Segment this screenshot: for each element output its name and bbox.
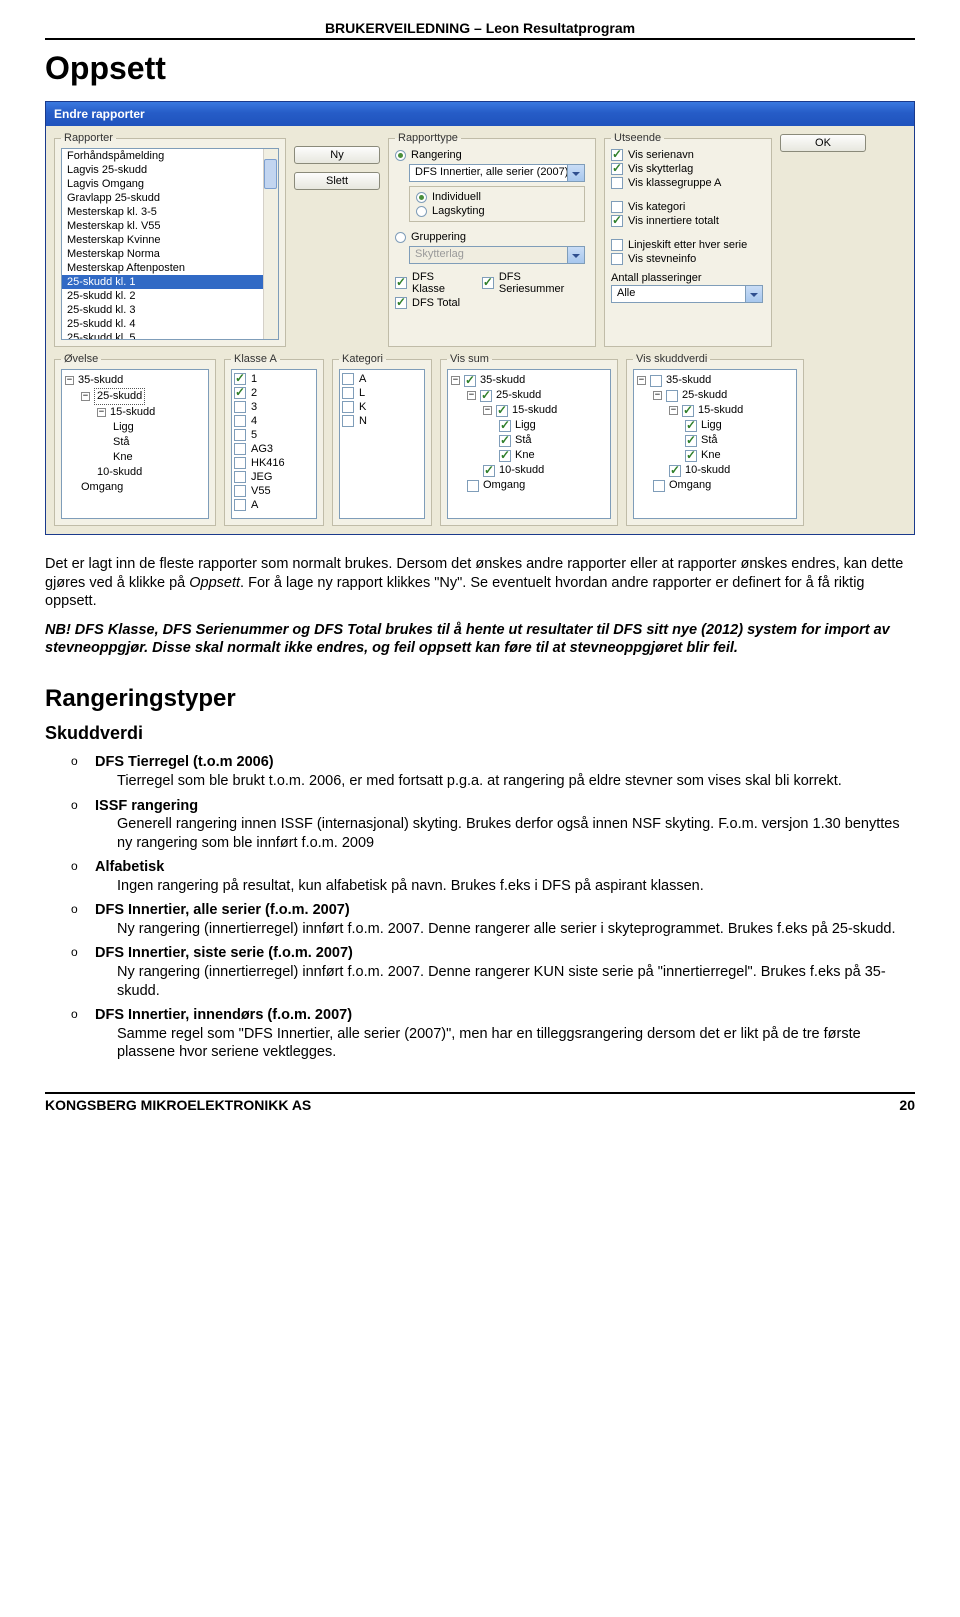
rapporter-item[interactable]: 25-skudd kl. 4 bbox=[62, 317, 278, 331]
group-klasse-a: Klasse A 12345AG3HK416JEGV55A bbox=[224, 353, 324, 526]
cb-skytterlag[interactable]: Vis skytterlag bbox=[611, 162, 765, 176]
rapporter-listbox[interactable]: ForhåndspåmeldingLagvis 25-skuddLagvis O… bbox=[61, 148, 279, 340]
legend-vis-sum: Vis sum bbox=[447, 353, 492, 365]
rapporter-item[interactable]: Mesterskap kl. 3-5 bbox=[62, 205, 278, 219]
klasse-a-list[interactable]: 12345AG3HK416JEGV55A bbox=[231, 369, 317, 519]
doc-header: BRUKERVEILEDNING – Leon Resultatprogram bbox=[45, 20, 915, 40]
group-ovelse: Øvelse −35-skudd −25-skudd −15-skudd Lig… bbox=[54, 353, 216, 526]
list-item: DFS Innertier, alle serier (f.o.m. 2007)… bbox=[45, 901, 915, 938]
footer-page: 20 bbox=[899, 1097, 915, 1113]
cb-kategori[interactable]: Vis kategori bbox=[611, 200, 765, 214]
scrollbar[interactable] bbox=[263, 149, 278, 339]
rapporter-item[interactable]: Mesterskap Norma bbox=[62, 247, 278, 261]
group-rapporttype: Rapporttype Rangering DFS Innertier, all… bbox=[388, 132, 596, 347]
rapporter-item[interactable]: Lagvis 25-skudd bbox=[62, 163, 278, 177]
radio-lagskyting[interactable]: Lagskyting bbox=[416, 204, 578, 218]
cb-stevneinfo[interactable]: Vis stevneinfo bbox=[611, 252, 765, 266]
rangering-subgroup: Individuell Lagskyting bbox=[409, 186, 585, 222]
list-item: DFS Innertier, siste serie (f.o.m. 2007)… bbox=[45, 944, 915, 1000]
ok-col: OK bbox=[780, 132, 866, 347]
ok-button[interactable]: OK bbox=[780, 134, 866, 152]
cb-innertiere[interactable]: Vis innertiere totalt bbox=[611, 214, 765, 228]
list-item: DFS Innertier, innendørs (f.o.m. 2007)Sa… bbox=[45, 1006, 915, 1062]
rapporter-item[interactable]: 25-skudd kl. 2 bbox=[62, 289, 278, 303]
legend-klasse-a: Klasse A bbox=[231, 353, 280, 365]
visskudd-tree[interactable]: −35-skudd −25-skudd −15-skudd Ligg Stå K… bbox=[633, 369, 797, 519]
kategori-item[interactable]: N bbox=[342, 414, 422, 428]
vissum-tree[interactable]: −35-skudd −25-skudd −15-skudd Ligg Stå K… bbox=[447, 369, 611, 519]
button-column: Ny Slett bbox=[294, 132, 380, 347]
list-item: AlfabetiskIngen rangering på resultat, k… bbox=[45, 858, 915, 895]
rapporter-item[interactable]: Mesterskap Aftenposten bbox=[62, 261, 278, 275]
h3-skuddverdi: Skuddverdi bbox=[45, 722, 915, 745]
ny-button[interactable]: Ny bbox=[294, 146, 380, 164]
group-vis-skuddverdi: Vis skuddverdi −35-skudd −25-skudd −15-s… bbox=[626, 353, 804, 526]
cb-klassegruppe[interactable]: Vis klassegruppe A bbox=[611, 176, 765, 190]
legend-rapporttype: Rapporttype bbox=[395, 132, 461, 144]
cb-linjeskift[interactable]: Linjeskift etter hver serie bbox=[611, 238, 765, 252]
cb-dfs-klasse[interactable]: DFS Klasse bbox=[395, 270, 470, 296]
antall-label: Antall plasseringer bbox=[611, 272, 765, 284]
cb-dfs-total[interactable]: DFS Total bbox=[395, 296, 589, 310]
kategori-item[interactable]: A bbox=[342, 372, 422, 386]
rangering-combo[interactable]: DFS Innertier, alle serier (2007) bbox=[409, 164, 585, 182]
kategori-item[interactable]: L bbox=[342, 386, 422, 400]
klasse-a-item[interactable]: 1 bbox=[234, 372, 314, 386]
h2-rangeringstyper: Rangeringstyper bbox=[45, 684, 915, 715]
kategori-item[interactable]: K bbox=[342, 400, 422, 414]
antall-combo[interactable]: Alle bbox=[611, 285, 763, 303]
klasse-a-item[interactable]: AG3 bbox=[234, 442, 314, 456]
klasse-a-item[interactable]: HK416 bbox=[234, 456, 314, 470]
rapporter-item[interactable]: Mesterskap kl. V55 bbox=[62, 219, 278, 233]
window-titlebar: Endre rapporter bbox=[46, 102, 914, 126]
cb-dfs-seriesummer[interactable]: DFS Seriesummer bbox=[482, 270, 589, 296]
slett-button[interactable]: Slett bbox=[294, 172, 380, 190]
group-kategori: Kategori ALKN bbox=[332, 353, 432, 526]
legend-kategori: Kategori bbox=[339, 353, 386, 365]
rapporter-item[interactable]: 25-skudd kl. 5 bbox=[62, 331, 278, 340]
rapporter-item[interactable]: Gravlapp 25-skudd bbox=[62, 191, 278, 205]
klasse-a-item[interactable]: 3 bbox=[234, 400, 314, 414]
gruppering-combo: Skytterlag bbox=[409, 246, 585, 264]
rapporter-item[interactable]: Forhåndspåmelding bbox=[62, 149, 278, 163]
footer-left: KONGSBERG MIKROELEKTRONIKK AS bbox=[45, 1097, 311, 1113]
cb-serienavn[interactable]: Vis serienavn bbox=[611, 148, 765, 162]
group-vis-sum: Vis sum −35-skudd −25-skudd −15-skudd Li… bbox=[440, 353, 618, 526]
legend-rapporter: Rapporter bbox=[61, 132, 116, 144]
list-item: ISSF rangeringGenerell rangering innen I… bbox=[45, 797, 915, 853]
rapporter-item[interactable]: 25-skudd kl. 3 bbox=[62, 303, 278, 317]
group-rapporter: Rapporter ForhåndspåmeldingLagvis 25-sku… bbox=[54, 132, 286, 347]
ovelse-tree[interactable]: −35-skudd −25-skudd −15-skudd Ligg Stå K… bbox=[61, 369, 209, 519]
klasse-a-item[interactable]: 2 bbox=[234, 386, 314, 400]
dialog-window: Endre rapporter Rapporter Forhåndspåmeld… bbox=[45, 101, 915, 535]
rapporter-item[interactable]: Mesterskap Kvinne bbox=[62, 233, 278, 247]
legend-ovelse: Øvelse bbox=[61, 353, 101, 365]
section-title: Oppsett bbox=[45, 50, 915, 87]
list-item: DFS Tierregel (t.o.m 2006)Tierregel som … bbox=[45, 753, 915, 790]
klasse-a-item[interactable]: JEG bbox=[234, 470, 314, 484]
group-utseende: Utseende Vis serienavn Vis skytterlag Vi… bbox=[604, 132, 772, 347]
kategori-list[interactable]: ALKN bbox=[339, 369, 425, 519]
klasse-a-item[interactable]: V55 bbox=[234, 484, 314, 498]
legend-utseende: Utseende bbox=[611, 132, 664, 144]
radio-gruppering[interactable]: Gruppering bbox=[395, 230, 589, 244]
klasse-a-item[interactable]: 5 bbox=[234, 428, 314, 442]
rapporter-item[interactable]: Lagvis Omgang bbox=[62, 177, 278, 191]
radio-individuell[interactable]: Individuell bbox=[416, 190, 578, 204]
body-text: Det er lagt inn de fleste rapporter som … bbox=[45, 555, 915, 1062]
klasse-a-item[interactable]: 4 bbox=[234, 414, 314, 428]
radio-rangering[interactable]: Rangering bbox=[395, 148, 589, 162]
legend-vis-skuddverdi: Vis skuddverdi bbox=[633, 353, 710, 365]
klasse-a-item[interactable]: A bbox=[234, 498, 314, 512]
rapporter-item[interactable]: 25-skudd kl. 1 bbox=[62, 275, 278, 289]
